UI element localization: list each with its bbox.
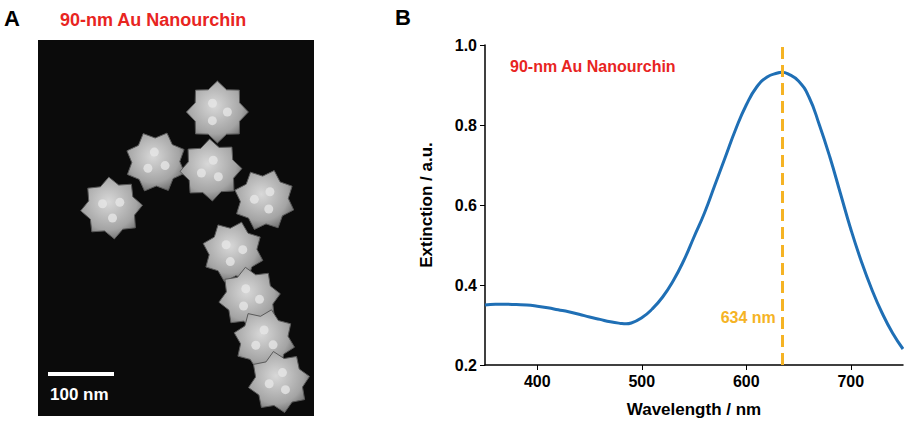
svg-text:634 nm: 634 nm: [721, 309, 776, 326]
svg-text:0.6: 0.6: [455, 197, 477, 214]
svg-text:1.0: 1.0: [455, 37, 477, 54]
svg-text:90-nm Au Nanourchin: 90-nm Au Nanourchin: [60, 10, 246, 30]
svg-text:Wavelength / nm: Wavelength / nm: [627, 400, 761, 419]
svg-text:90-nm Au Nanourchin: 90-nm Au Nanourchin: [510, 58, 676, 75]
svg-text:A: A: [4, 6, 20, 31]
svg-text:400: 400: [524, 373, 551, 390]
svg-text:0.8: 0.8: [455, 117, 477, 134]
svg-text:B: B: [395, 5, 411, 30]
svg-text:Extinction / a.u.: Extinction / a.u.: [417, 142, 436, 268]
svg-text:600: 600: [733, 373, 760, 390]
svg-text:500: 500: [628, 373, 655, 390]
svg-text:700: 700: [837, 373, 864, 390]
svg-text:0.2: 0.2: [455, 357, 477, 374]
svg-text:100 nm: 100 nm: [50, 385, 109, 404]
svg-text:0.4: 0.4: [455, 277, 477, 294]
